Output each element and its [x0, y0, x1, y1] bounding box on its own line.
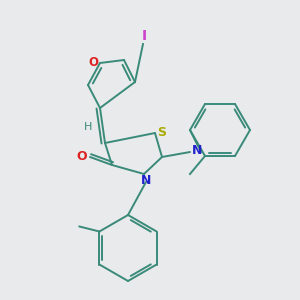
- Text: O: O: [88, 56, 98, 70]
- Text: I: I: [141, 29, 147, 43]
- Text: N: N: [192, 145, 202, 158]
- Text: O: O: [77, 149, 87, 163]
- Text: N: N: [141, 175, 151, 188]
- Text: H: H: [84, 122, 92, 132]
- Text: S: S: [158, 125, 166, 139]
